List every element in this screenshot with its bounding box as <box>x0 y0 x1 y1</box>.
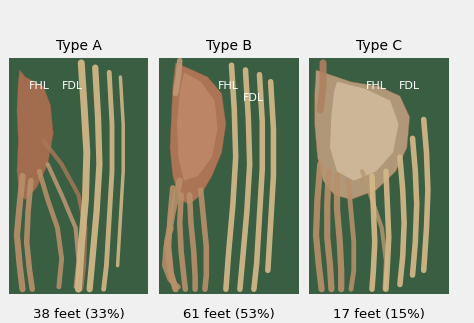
Text: Type B: Type B <box>206 39 252 53</box>
Text: Type A: Type A <box>55 39 101 53</box>
Text: 38 feet (33%): 38 feet (33%) <box>33 308 124 321</box>
Text: Type C: Type C <box>356 39 402 53</box>
Polygon shape <box>330 82 399 181</box>
Polygon shape <box>170 63 226 204</box>
Text: FDL: FDL <box>243 93 264 103</box>
Text: 61 feet (53%): 61 feet (53%) <box>183 308 274 321</box>
Polygon shape <box>17 70 53 200</box>
Text: FHL: FHL <box>365 81 387 91</box>
Polygon shape <box>177 72 218 181</box>
Text: FHL: FHL <box>29 81 50 91</box>
Polygon shape <box>315 70 410 200</box>
Text: FDL: FDL <box>399 81 420 91</box>
Text: FHL: FHL <box>218 81 239 91</box>
Text: 17 feet (15%): 17 feet (15%) <box>333 308 425 321</box>
Text: FDL: FDL <box>62 81 83 91</box>
